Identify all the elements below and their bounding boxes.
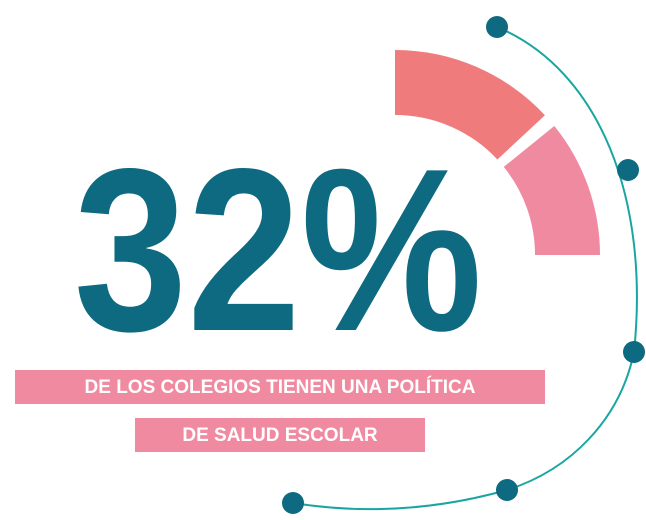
caption-band [135,418,425,452]
caption-band [15,370,545,404]
arc-segment [395,50,545,160]
dot [623,341,645,363]
dots [282,16,645,514]
dot [282,492,304,514]
dot [496,479,518,501]
headline: 32% [74,121,483,380]
caption-text: DE LOS COLEGIOS TIENEN UNA POLÍTICA [85,376,476,398]
arc-line [292,26,638,511]
dot [486,16,508,38]
arc-segment [503,125,600,255]
caption-text: DE SALUD ESCOLAR [182,425,378,446]
dot [617,159,639,181]
